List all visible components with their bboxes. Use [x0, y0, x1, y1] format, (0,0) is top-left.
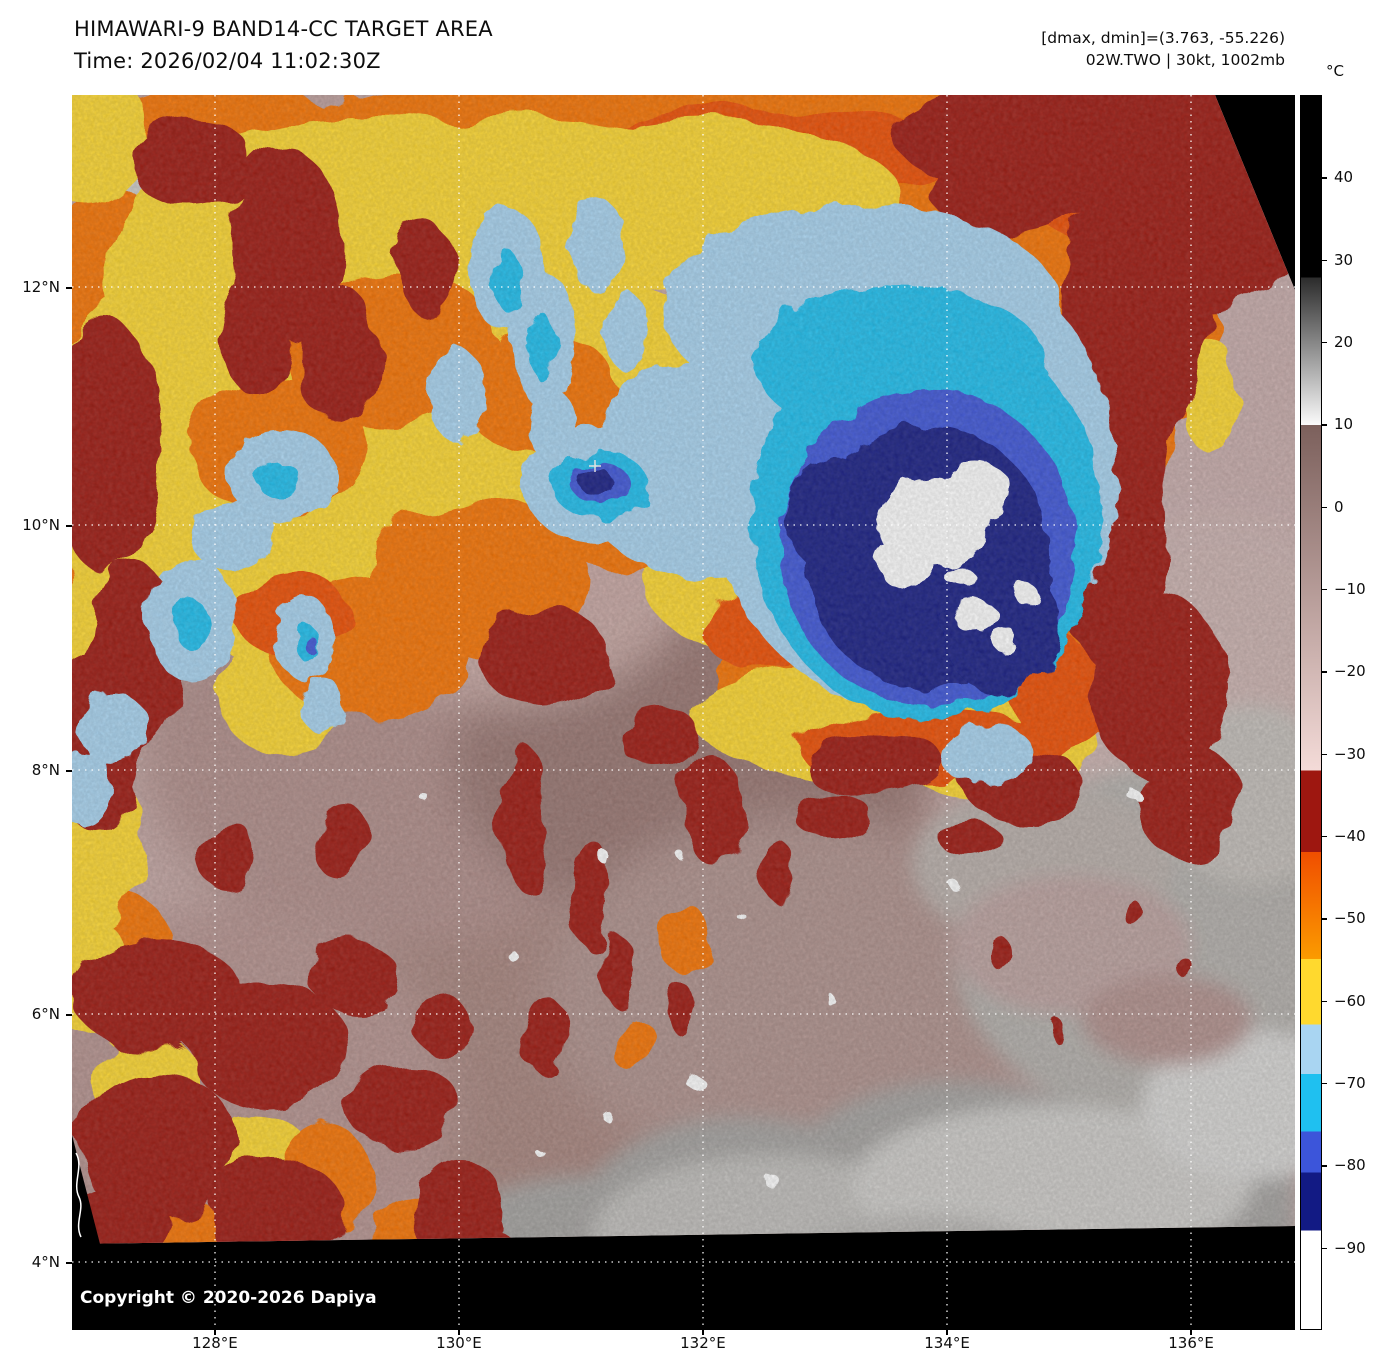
colorbar-axis: 40 30 20 10 0 −10 −20 −30 −40 −50 −60 −7… [1322, 95, 1390, 1330]
colorbar-tick-label: −70 [1322, 1074, 1366, 1092]
colorbar-tick-label: −60 [1322, 992, 1366, 1010]
colorbar [1300, 95, 1322, 1330]
colorbar-gradient [1301, 96, 1321, 1329]
x-tick [458, 1330, 460, 1335]
lon-tick-label: 134°E [924, 1334, 970, 1352]
dmax-dmin-annotation: [dmax, dmin]=(3.763, -55.226) [1041, 29, 1285, 47]
y-tick [66, 287, 72, 289]
lon-tick-label: 136°E [1168, 1334, 1214, 1352]
latitude-axis: 12°N 10°N 8°N 6°N 4°N [0, 95, 66, 1330]
colorbar-tick-label: 10 [1322, 415, 1353, 433]
y-tick [66, 1262, 72, 1264]
colorbar-unit: °C [1326, 62, 1344, 80]
x-tick [1190, 1330, 1192, 1335]
grid-lines [72, 95, 1295, 1330]
y-tick [66, 770, 72, 772]
longitude-axis: 128°E 130°E 132°E 134°E 136°E [72, 1334, 1295, 1356]
lon-tick-label: 128°E [192, 1334, 238, 1352]
lat-tick-label: 12°N [22, 278, 60, 297]
colorbar-tick-label: −10 [1322, 580, 1366, 598]
x-tick [946, 1330, 948, 1335]
colorbar-tick-label: −30 [1322, 745, 1366, 763]
y-tick [66, 1014, 72, 1016]
figure-time: Time: 2026/02/04 11:02:30Z [74, 49, 381, 73]
lat-tick-label: 4°N [31, 1252, 60, 1271]
copyright-text: Copyright © 2020-2026 Dapiya [80, 1288, 377, 1308]
lon-tick-label: 132°E [680, 1334, 726, 1352]
figure-annotations: [dmax, dmin]=(3.763, -55.226) 02W.TWO | … [1041, 27, 1285, 71]
colorbar-tick-label: −90 [1322, 1239, 1366, 1257]
colorbar-tick-label: −80 [1322, 1156, 1366, 1174]
colorbar-tick-label: 40 [1322, 168, 1353, 186]
x-tick [702, 1330, 704, 1335]
coastline [75, 1152, 82, 1238]
colorbar-tick-label: −50 [1322, 909, 1366, 927]
lat-tick-label: 6°N [31, 1004, 60, 1023]
convection-layer [72, 95, 1295, 1244]
figure-header: HIMAWARI-9 BAND14-CC TARGET AREA Time: 2… [74, 13, 493, 77]
satellite-image: Copyright © 2020-2026 Dapiya [72, 95, 1295, 1330]
lon-tick-label: 130°E [436, 1334, 482, 1352]
y-tick [66, 525, 72, 527]
colorbar-tick-label: −20 [1322, 662, 1366, 680]
storm-info-annotation: 02W.TWO | 30kt, 1002mb [1085, 51, 1285, 69]
colorbar-tick-label: 0 [1322, 498, 1344, 516]
colorbar-tick-label: −40 [1322, 827, 1366, 845]
lat-tick-label: 10°N [22, 516, 60, 535]
colorbar-tick-label: 30 [1322, 251, 1353, 269]
figure-title: HIMAWARI-9 BAND14-CC TARGET AREA [74, 17, 493, 41]
lat-tick-label: 8°N [31, 761, 60, 780]
colorbar-tick-label: 20 [1322, 333, 1353, 351]
satellite-map: Copyright © 2020-2026 Dapiya [72, 95, 1295, 1330]
x-tick [214, 1330, 216, 1335]
